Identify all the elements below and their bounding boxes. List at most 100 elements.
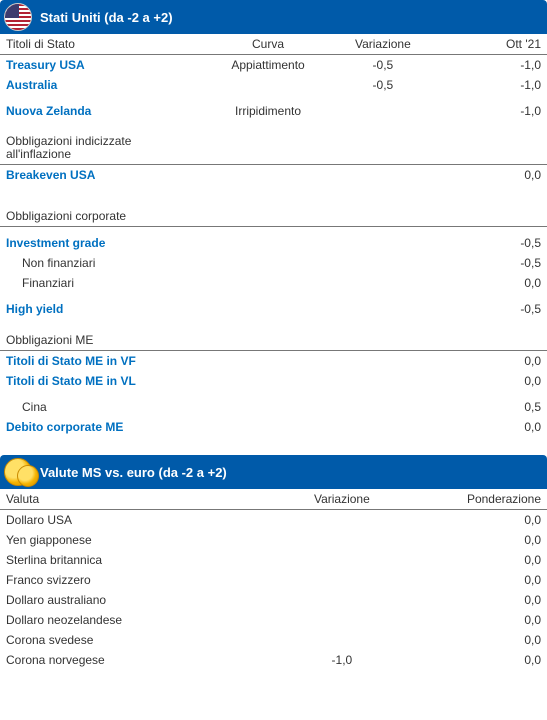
table-row: Corona norvegese-1,00,0 [0, 650, 547, 670]
row-label[interactable]: High yield [0, 299, 208, 319]
table-row: Nuova ZelandaIrripidimento-1,0 [0, 101, 547, 121]
row-ponderazione: 0,0 [410, 610, 547, 630]
row-variazione [274, 550, 411, 570]
col-header: Ponderazione [410, 489, 547, 510]
table-row: Titoli di Stato ME in VF 0,0 [0, 351, 547, 372]
row-label[interactable]: Debito corporate ME [0, 417, 208, 437]
table-row: Finanziari0,0 [0, 273, 547, 293]
row-ponderazione: 0,0 [410, 530, 547, 550]
row-label[interactable]: Treasury USA [0, 55, 208, 76]
row-ponderazione: 0,0 [410, 570, 547, 590]
row-curva [208, 299, 328, 319]
row-label: Non finanziari [0, 253, 208, 273]
table-row: Franco svizzero0,0 [0, 570, 547, 590]
row-variazione [274, 510, 411, 531]
row-ponderazione: 0,0 [410, 630, 547, 650]
row-variazione [274, 610, 411, 630]
table-row: Australia-0,5-1,0 [0, 75, 547, 95]
panel-stati-uniti: Stati Uniti (da -2 a +2) Titoli di Stato… [0, 0, 547, 437]
row-curva [208, 273, 328, 293]
row-curva [208, 397, 328, 417]
row-curva [208, 233, 328, 253]
row-label[interactable]: Titoli di Stato ME in VF [0, 351, 208, 372]
table-row: Debito corporate ME0,0 [0, 417, 547, 437]
row-label: Dollaro australiano [0, 590, 274, 610]
row-ott: 0,0 [438, 371, 547, 391]
table-row: Obbligazioni corporate [0, 195, 547, 227]
table-row: Corona svedese0,0 [0, 630, 547, 650]
table-row: Titoli di Stato ME in VL 0,0 [0, 371, 547, 391]
row-label[interactable]: Breakeven USA [0, 165, 208, 186]
row-label[interactable]: Investment grade [0, 233, 208, 253]
row-variazione [274, 630, 411, 650]
panel-title: Stati Uniti (da -2 a +2) [40, 10, 173, 25]
row-ott: -0,5 [438, 253, 547, 273]
row-curva [208, 417, 328, 437]
row-variazione [328, 273, 437, 293]
row-variazione: -1,0 [274, 650, 411, 670]
section-label: Obbligazioni corporate [0, 195, 547, 227]
table-row: Treasury USAAppiattimento-0,5-1,0 [0, 55, 547, 76]
table-row [0, 185, 547, 195]
table-row: Obbligazioni indicizzate all'inflazione [0, 121, 547, 165]
col-header: Titoli di Stato [0, 34, 208, 55]
row-label[interactable]: Australia [0, 75, 208, 95]
row-variazione: -0,5 [328, 55, 437, 76]
coins-icon [4, 458, 32, 486]
row-curva [208, 371, 328, 391]
row-label[interactable]: Nuova Zelanda [0, 101, 208, 121]
row-label: Dollaro neozelandese [0, 610, 274, 630]
table-row: Dollaro neozelandese 0,0 [0, 610, 547, 630]
row-variazione [328, 351, 437, 372]
row-variazione [328, 371, 437, 391]
table-row: Cina0,5 [0, 397, 547, 417]
row-curva [208, 75, 328, 95]
panel-header: Valute MS vs. euro (da -2 a +2) [0, 455, 547, 489]
row-ott: 0,0 [438, 165, 547, 186]
col-header: Curva [208, 34, 328, 55]
row-variazione [328, 101, 437, 121]
us-flag-icon [4, 3, 32, 31]
row-ponderazione: 0,0 [410, 550, 547, 570]
row-label: Corona norvegese [0, 650, 274, 670]
row-ott: -0,5 [438, 299, 547, 319]
table-row: Obbligazioni ME [0, 319, 547, 351]
row-variazione [274, 530, 411, 550]
table-row: Dollaro australiano 0,0 [0, 590, 547, 610]
row-variazione [328, 165, 437, 186]
row-ott: -1,0 [438, 101, 547, 121]
row-label: Sterlina britannica [0, 550, 274, 570]
table-row: Dollaro USA 0,0 [0, 510, 547, 531]
table-valute: Valuta Variazione Ponderazione Dollaro U… [0, 489, 547, 670]
table-stati-uniti: Titoli di Stato Curva Variazione Ott '21… [0, 34, 547, 437]
row-label: Cina [0, 397, 208, 417]
col-header: Valuta [0, 489, 274, 510]
col-header: Ott '21 [438, 34, 547, 55]
row-variazione [328, 417, 437, 437]
row-label: Finanziari [0, 273, 208, 293]
row-variazione [274, 570, 411, 590]
row-ponderazione: 0,0 [410, 590, 547, 610]
panel-title: Valute MS vs. euro (da -2 a +2) [40, 465, 227, 480]
row-ott: -1,0 [438, 75, 547, 95]
row-ponderazione: 0,0 [410, 510, 547, 531]
table-row: Yen giapponese0,0 [0, 530, 547, 550]
row-label[interactable]: Titoli di Stato ME in VL [0, 371, 208, 391]
row-variazione [274, 590, 411, 610]
table-row: Sterlina britannica 0,0 [0, 550, 547, 570]
row-variazione [328, 233, 437, 253]
row-variazione [328, 299, 437, 319]
table-row: Breakeven USA 0,0 [0, 165, 547, 186]
row-ott: 0,0 [438, 351, 547, 372]
row-curva: Appiattimento [208, 55, 328, 76]
row-variazione [328, 397, 437, 417]
table-row: Investment grade -0,5 [0, 233, 547, 253]
row-label: Dollaro USA [0, 510, 274, 531]
row-ott: -0,5 [438, 233, 547, 253]
row-curva [208, 253, 328, 273]
row-curva [208, 351, 328, 372]
row-variazione [328, 253, 437, 273]
panel-header: Stati Uniti (da -2 a +2) [0, 0, 547, 34]
section-label: Obbligazioni ME [0, 319, 547, 351]
row-curva [208, 165, 328, 186]
